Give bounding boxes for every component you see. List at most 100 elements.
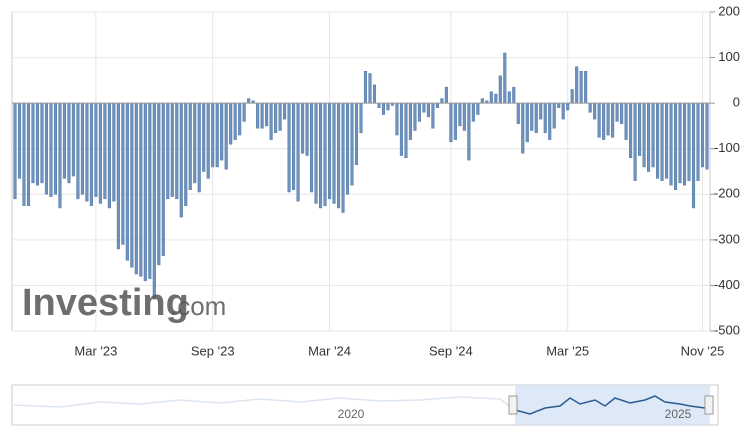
bar bbox=[435, 102, 439, 108]
bar bbox=[561, 102, 565, 120]
bar bbox=[669, 102, 673, 186]
bar bbox=[507, 91, 511, 104]
bar bbox=[157, 102, 161, 266]
watermark-brand: Investing bbox=[22, 282, 189, 324]
bar bbox=[103, 102, 107, 200]
bar bbox=[112, 102, 116, 202]
bar bbox=[602, 102, 606, 140]
bar bbox=[76, 102, 80, 200]
bar bbox=[184, 102, 188, 206]
bar bbox=[310, 102, 314, 193]
bar bbox=[638, 102, 642, 156]
bar bbox=[175, 102, 179, 200]
bar bbox=[269, 102, 273, 140]
x-tick-label: Mar '24 bbox=[308, 343, 351, 358]
bar bbox=[31, 102, 35, 184]
bar bbox=[368, 73, 372, 104]
bar bbox=[193, 102, 197, 184]
bar bbox=[350, 102, 354, 186]
navigator-handle[interactable] bbox=[508, 395, 518, 415]
bar bbox=[336, 102, 341, 209]
navigator-label: 2020 bbox=[338, 407, 365, 421]
bar bbox=[359, 102, 363, 134]
y-tick-label: -100 bbox=[714, 140, 740, 155]
bar bbox=[471, 102, 475, 122]
bar bbox=[107, 102, 111, 209]
bar bbox=[512, 86, 516, 104]
bar bbox=[552, 102, 556, 129]
bar bbox=[98, 102, 102, 204]
bar bbox=[139, 102, 143, 277]
bar bbox=[197, 102, 201, 193]
bar bbox=[615, 102, 619, 122]
bar bbox=[431, 102, 435, 129]
bar bbox=[345, 102, 350, 195]
bar bbox=[673, 102, 678, 190]
bar bbox=[233, 102, 237, 140]
bar bbox=[238, 102, 242, 136]
bar bbox=[624, 102, 628, 140]
bar bbox=[656, 102, 660, 179]
bar bbox=[700, 102, 705, 168]
bar bbox=[13, 102, 17, 200]
bar bbox=[296, 102, 300, 202]
navigator-selection[interactable] bbox=[515, 385, 710, 425]
bar bbox=[166, 102, 170, 200]
bar bbox=[134, 102, 138, 275]
bar bbox=[332, 102, 336, 204]
bar bbox=[570, 89, 574, 104]
bar bbox=[274, 102, 278, 134]
bar bbox=[354, 102, 359, 165]
bar bbox=[705, 102, 709, 170]
bar bbox=[503, 52, 507, 104]
x-tick-label: Sep '24 bbox=[429, 343, 473, 358]
bar bbox=[327, 102, 332, 200]
y-tick-label: -500 bbox=[714, 322, 740, 337]
navigator: 2020 2025 bbox=[11, 384, 719, 426]
bar bbox=[377, 102, 381, 108]
bar bbox=[494, 93, 498, 104]
bar bbox=[58, 102, 62, 209]
bar bbox=[516, 102, 520, 124]
bar bbox=[687, 102, 691, 181]
bar bbox=[444, 86, 448, 104]
bar bbox=[422, 102, 426, 113]
bar bbox=[292, 102, 296, 190]
x-tick-label: Nov '25 bbox=[681, 343, 725, 358]
bar bbox=[530, 102, 534, 131]
bar bbox=[629, 102, 633, 159]
bar bbox=[85, 102, 89, 202]
bar bbox=[121, 102, 125, 245]
bar bbox=[211, 102, 215, 168]
bar bbox=[220, 102, 224, 161]
bar bbox=[381, 102, 386, 115]
bar bbox=[305, 102, 309, 156]
bar bbox=[363, 70, 368, 104]
bar bbox=[449, 102, 453, 143]
bar bbox=[696, 102, 700, 181]
bar bbox=[665, 102, 669, 179]
navigator-line-past bbox=[13, 396, 513, 409]
bar bbox=[319, 102, 323, 209]
bar bbox=[408, 102, 412, 140]
bar bbox=[588, 102, 592, 113]
bar bbox=[453, 102, 457, 140]
bar bbox=[301, 102, 305, 154]
bar bbox=[404, 102, 408, 159]
bar bbox=[287, 102, 291, 193]
bar bbox=[597, 102, 601, 138]
bar bbox=[678, 102, 682, 184]
bar bbox=[247, 98, 251, 104]
bar bbox=[633, 102, 637, 181]
bar bbox=[22, 102, 26, 206]
bar bbox=[593, 102, 597, 120]
bar bbox=[80, 102, 84, 195]
bar bbox=[35, 102, 40, 186]
navigator-handle[interactable] bbox=[704, 395, 714, 415]
bar bbox=[476, 102, 480, 115]
bar bbox=[584, 70, 588, 104]
bar bbox=[44, 102, 49, 195]
bar bbox=[188, 102, 192, 190]
x-tick-label: Sep '23 bbox=[191, 343, 235, 358]
